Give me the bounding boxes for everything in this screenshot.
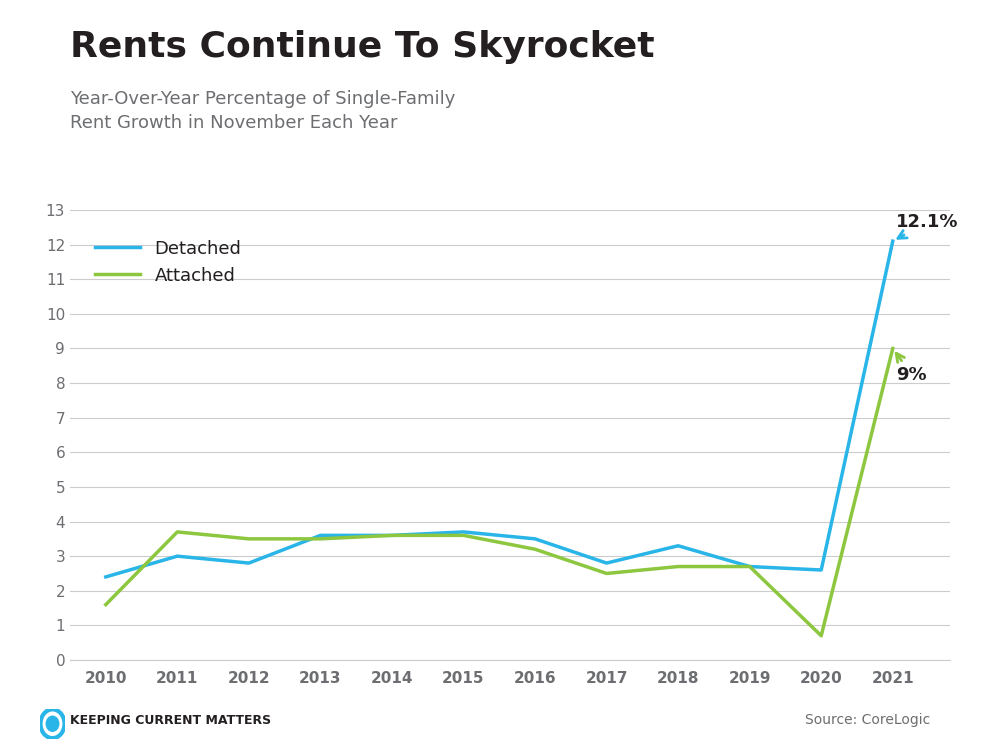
Text: Year-Over-Year Percentage of Single-Family
Rent Growth in November Each Year: Year-Over-Year Percentage of Single-Fami… — [70, 90, 455, 131]
Text: KEEPING CURRENT MATTERS: KEEPING CURRENT MATTERS — [70, 713, 271, 727]
Text: Source: CoreLogic: Source: CoreLogic — [805, 713, 930, 727]
Text: Rents Continue To Skyrocket: Rents Continue To Skyrocket — [70, 30, 655, 64]
Text: 9%: 9% — [896, 353, 927, 384]
Legend: Detached, Attached: Detached, Attached — [88, 232, 249, 292]
Text: 12.1%: 12.1% — [896, 213, 959, 238]
Circle shape — [46, 716, 59, 731]
